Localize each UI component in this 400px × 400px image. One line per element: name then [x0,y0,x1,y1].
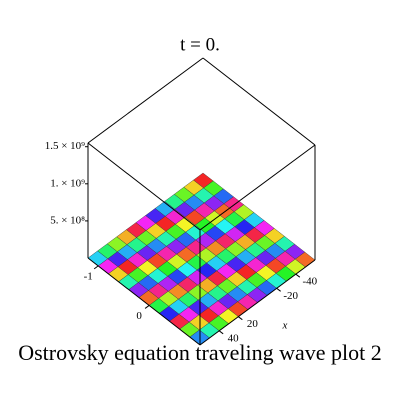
chart-title: t = 0. [180,34,220,55]
y-tick [144,305,150,309]
x-tick-label: -40 [302,276,317,288]
box-edge [87,142,201,231]
x-tick-label: -20 [283,290,298,302]
z-tick-label: 1.5 × 10⁹ [45,140,85,152]
x-tick [276,287,281,292]
x-tick-label: 40 [228,332,240,344]
z-tick-label: 1. × 10⁹ [50,177,85,189]
x-axis-label: x [282,320,288,332]
y-tick [93,265,99,270]
box-edge [87,57,204,144]
y-tick-label: 0 [136,310,142,322]
box-edge [199,144,316,231]
caption: Ostrovsky equation traveling wave plot 2 [18,340,382,365]
x-tick-label: 20 [247,318,259,330]
y-tick-label: -1 [84,270,93,282]
x-tick [218,330,224,335]
z-tick-label: 5. × 10⁸ [50,214,85,226]
box-edge [87,257,201,346]
box-edge [202,57,316,146]
x-tick [238,316,243,321]
x-tick [295,273,301,278]
